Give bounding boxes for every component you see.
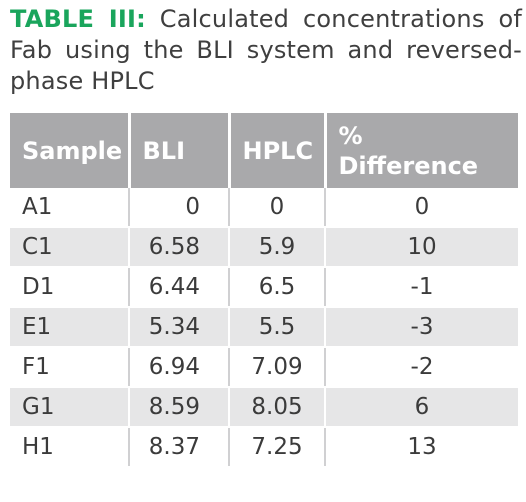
- cell-bli: 5.34: [129, 307, 230, 348]
- cell-hplc: 5.5: [229, 307, 326, 348]
- cell-difference: 0: [325, 188, 518, 228]
- table-row: C1 6.58 5.9 10: [10, 227, 518, 268]
- cell-hplc: 7.09: [229, 347, 326, 388]
- cell-difference: 10: [325, 227, 518, 268]
- table-row: A1 0 0 0: [10, 188, 518, 228]
- cell-difference: -3: [325, 307, 518, 348]
- table-row: H1 8.37 7.25 13: [10, 427, 518, 468]
- cell-sample: C1: [10, 227, 130, 268]
- cell-bli: 8.59: [129, 387, 230, 428]
- cell-bli: 6.58: [129, 227, 230, 268]
- table-row: D1 6.44 6.5 -1: [10, 267, 518, 308]
- cell-sample: G1: [10, 387, 130, 428]
- table-row: E1 5.34 5.5 -3: [10, 307, 518, 348]
- cell-hplc: 5.9: [229, 227, 326, 268]
- cell-bli: 6.94: [129, 347, 230, 388]
- cell-sample: E1: [10, 307, 130, 348]
- data-table: Sample BLI HPLC % Difference A1 0 0 0 C1 6.58…: [10, 113, 518, 468]
- cell-hplc: 0: [229, 188, 326, 228]
- cell-hplc: 8.05: [229, 387, 326, 428]
- cell-difference: 13: [325, 427, 518, 468]
- header-bli: BLI: [129, 113, 231, 188]
- cell-hplc: 7.25: [229, 427, 326, 468]
- table-caption: TABLE III: Calculated concentrations of …: [10, 4, 522, 97]
- table-row: G1 8.59 8.05 6: [10, 387, 518, 428]
- header-row: Sample BLI HPLC % Difference: [10, 113, 518, 188]
- cell-sample: A1: [10, 188, 130, 228]
- cell-difference: 6: [325, 387, 518, 428]
- cell-bli: 6.44: [129, 267, 230, 308]
- cell-difference: -2: [325, 347, 518, 388]
- table-body: A1 0 0 0 C1 6.58 5.9 10 D1 6.44 6.5 -1 E1 5.34 5.5 -3 F1…: [10, 188, 518, 468]
- cell-bli: 8.37: [129, 427, 230, 468]
- table-label: TABLE III:: [10, 5, 146, 33]
- caption-text: Calculated concentrations of Fab using t…: [10, 5, 522, 95]
- cell-sample: H1: [10, 427, 130, 468]
- header-hplc: HPLC: [229, 113, 327, 188]
- header-sample: Sample: [10, 113, 131, 188]
- cell-difference: -1: [325, 267, 518, 308]
- table-row: F1 6.94 7.09 -2: [10, 347, 518, 388]
- cell-bli: 0: [129, 188, 230, 228]
- header-difference: % Difference: [325, 113, 518, 188]
- cell-sample: D1: [10, 267, 130, 308]
- cell-sample: F1: [10, 347, 130, 388]
- cell-hplc: 6.5: [229, 267, 326, 308]
- header-difference-text: % Difference: [338, 121, 479, 180]
